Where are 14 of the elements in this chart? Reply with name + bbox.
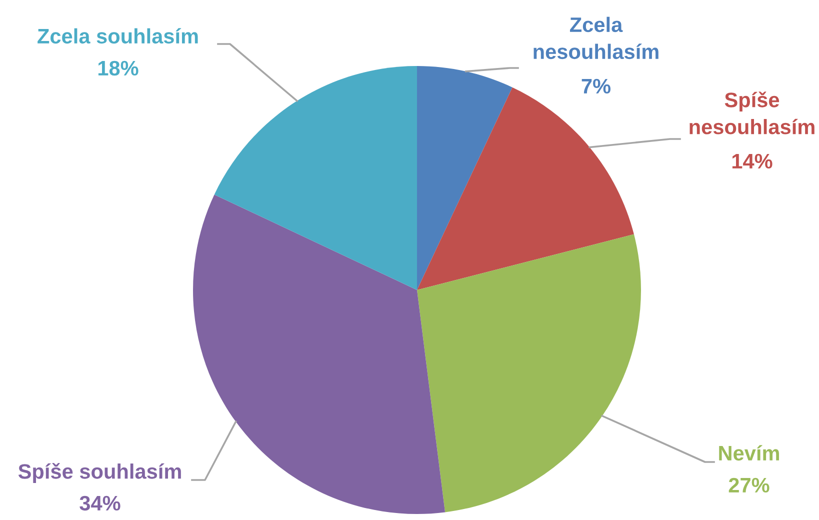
data-label: 27%	[728, 478, 770, 493]
data-label: 7%	[582, 78, 611, 94]
slice-label: Zcela nesouhlasím	[534, 16, 658, 60]
slice-label: Nevím	[719, 445, 779, 461]
slice-label: Spíše nesouhlasím	[690, 92, 814, 134]
data-label: 34%	[80, 496, 120, 511]
pie-slice	[417, 66, 512, 290]
pie-slice	[417, 234, 641, 512]
data-label: 14%	[732, 154, 772, 169]
pie-slice	[193, 194, 446, 514]
pie-slice	[214, 66, 417, 290]
data-label: 18%	[98, 60, 138, 76]
slice-label: Spíše souhlasím	[18, 463, 181, 483]
slice-label: Zcela souhlasím	[38, 28, 198, 44]
